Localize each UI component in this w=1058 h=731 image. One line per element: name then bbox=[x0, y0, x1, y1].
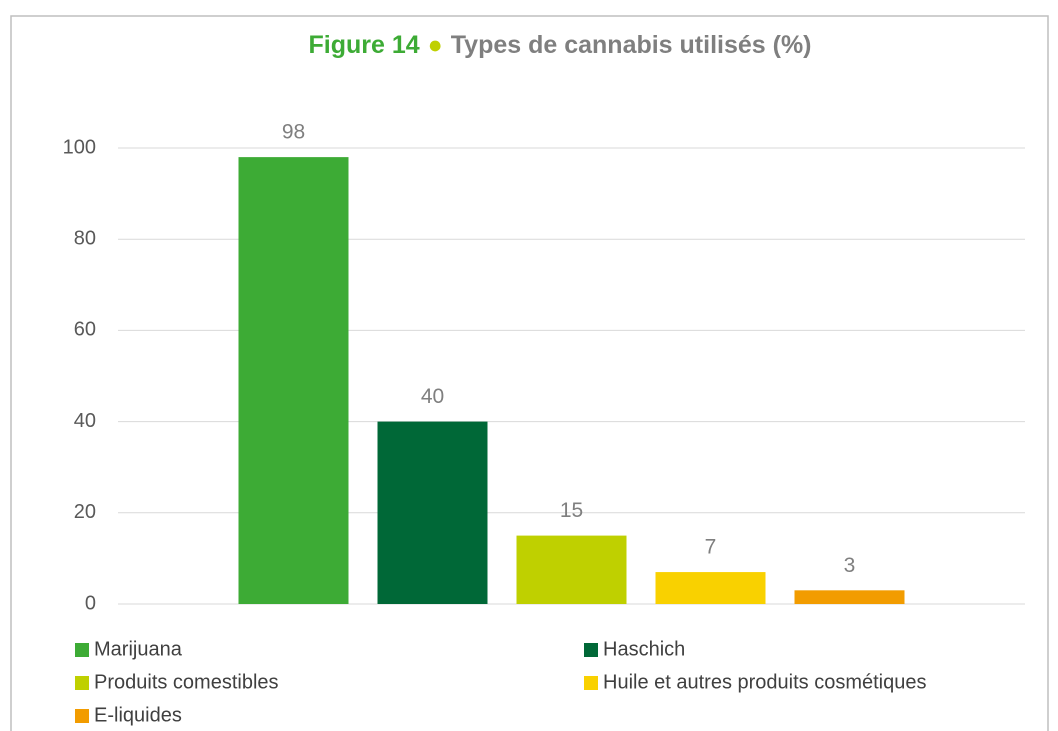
chart-title: Types de cannabis utilisés (%) bbox=[451, 31, 812, 59]
bar bbox=[377, 421, 488, 604]
y-tick-label: 20 bbox=[74, 501, 96, 523]
y-tick-label: 60 bbox=[74, 319, 96, 341]
value-label: 7 bbox=[705, 536, 717, 559]
legend-label: Haschich bbox=[603, 638, 685, 660]
legend-swatch bbox=[584, 676, 598, 690]
legend-label: Produits comestibles bbox=[94, 671, 279, 693]
bar bbox=[655, 572, 766, 604]
figure-label: Figure 14 bbox=[308, 31, 419, 59]
value-label: 98 bbox=[282, 121, 305, 144]
legend-label: E-liquides bbox=[94, 704, 182, 726]
legend-swatch bbox=[75, 676, 89, 690]
chart-frame bbox=[10, 15, 1049, 731]
legend-swatch bbox=[584, 643, 598, 657]
y-tick-label: 0 bbox=[85, 592, 96, 614]
legend-label: Huile et autres produits cosmétiques bbox=[603, 671, 927, 693]
value-label: 40 bbox=[421, 385, 444, 408]
title-bullet: ● bbox=[428, 31, 443, 59]
bar bbox=[238, 157, 349, 604]
legend-swatch bbox=[75, 643, 89, 657]
y-tick-label: 80 bbox=[74, 227, 96, 249]
y-tick-label: 100 bbox=[63, 136, 96, 158]
bar bbox=[516, 535, 627, 604]
value-label: 15 bbox=[560, 499, 583, 522]
bar bbox=[794, 590, 905, 604]
chart-title-line: Figure 14 ● Types de cannabis utilisés (%) bbox=[308, 31, 811, 59]
y-tick-label: 40 bbox=[74, 410, 96, 432]
legend-swatch bbox=[75, 709, 89, 723]
value-label: 3 bbox=[844, 554, 856, 577]
legend-label: Marijuana bbox=[94, 638, 183, 660]
